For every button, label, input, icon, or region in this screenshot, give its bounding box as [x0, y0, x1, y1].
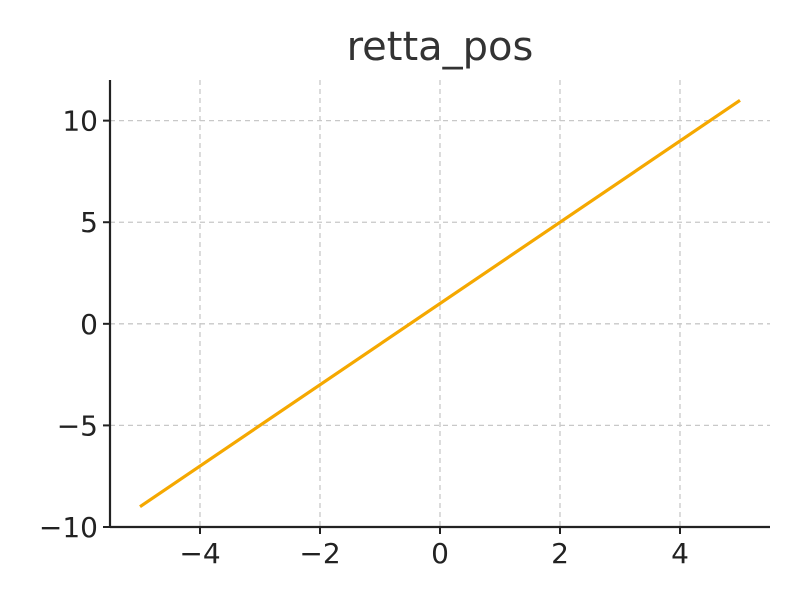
grid [110, 80, 770, 528]
x-tick-label: 2 [551, 537, 569, 570]
plot-area [139, 98, 741, 509]
x-tick-label: 4 [671, 537, 689, 570]
y-axis: −10 −5 0 5 10 [39, 105, 110, 544]
x-tick-label: 0 [431, 537, 449, 570]
y-tick-label: −10 [39, 511, 98, 544]
x-tick-label: −4 [179, 537, 220, 570]
y-tick-label: 0 [80, 308, 98, 341]
x-axis: −4 −2 0 2 4 [179, 527, 689, 570]
y-tick-label: 10 [62, 105, 98, 138]
y-tick-label: −5 [57, 409, 98, 442]
y-tick-label: 5 [80, 206, 98, 239]
chart-title: retta_pos [347, 24, 534, 70]
series-line [139, 98, 741, 509]
x-tick-label: −2 [299, 537, 340, 570]
